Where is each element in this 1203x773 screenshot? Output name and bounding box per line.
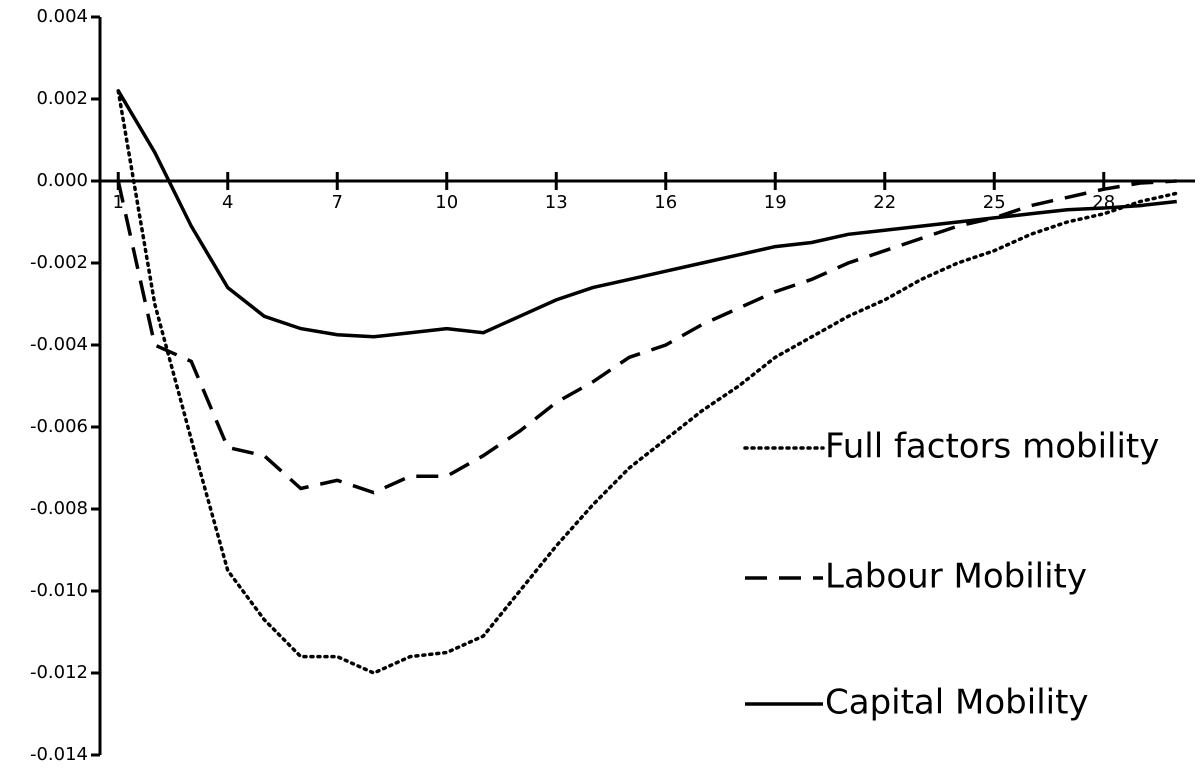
x-tick-label: 16 [654, 192, 677, 213]
y-tick-label: 0.004 [36, 6, 88, 27]
y-tick-label: -0.002 [30, 252, 88, 273]
y-tick-label: 0.002 [36, 88, 88, 109]
x-tick-label: 22 [873, 192, 896, 213]
legend-label: Full factors mobility [825, 427, 1159, 467]
x-tick-label: 19 [764, 192, 787, 213]
x-tick-label: 7 [332, 192, 343, 213]
y-tick-label: -0.014 [30, 744, 88, 765]
x-tick-label: 10 [435, 192, 458, 213]
x-tick-label: 4 [222, 192, 233, 213]
x-tick-label: 1 [113, 192, 124, 213]
y-tick-label: -0.012 [30, 662, 88, 683]
y-tick-label: -0.008 [30, 498, 88, 519]
series-line [116, 89, 1177, 339]
y-tick-label: -0.010 [30, 580, 88, 601]
y-tick-label: -0.004 [30, 334, 88, 355]
legend-label: Labour Mobility [825, 557, 1087, 597]
series-line [116, 89, 1179, 675]
y-tick-label: 0.000 [36, 170, 88, 191]
x-tick-label: 13 [545, 192, 568, 213]
legend-label: Capital Mobility [825, 683, 1089, 723]
y-tick-label: -0.006 [30, 416, 88, 437]
x-tick-label: 25 [983, 192, 1006, 213]
